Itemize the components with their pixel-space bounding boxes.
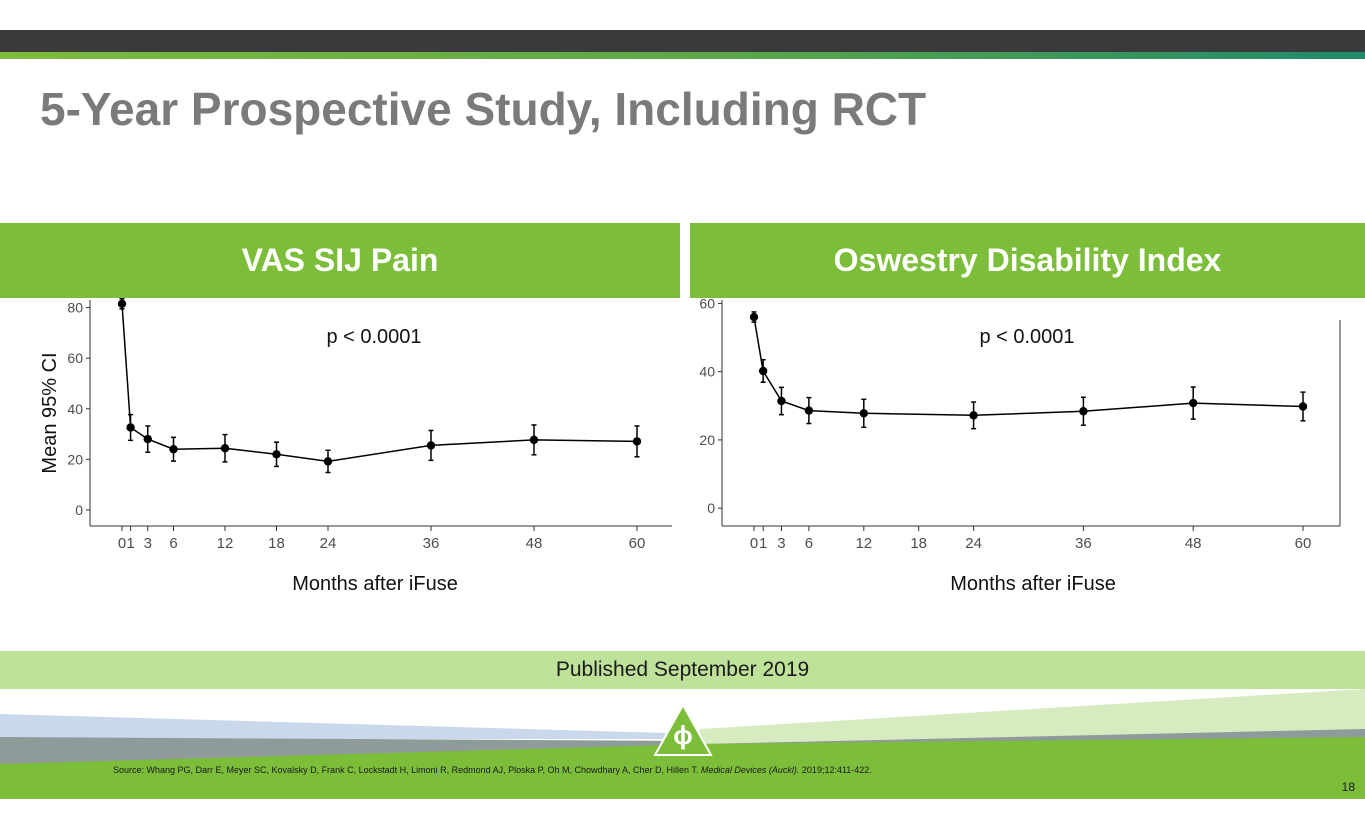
vas-y-tick-label: 60 [67, 350, 83, 366]
odi-panel-title: Oswestry Disability Index [833, 242, 1222, 278]
odi-data-point [1189, 398, 1198, 408]
footer-graphic [0, 689, 1365, 799]
odi-data-point [859, 409, 868, 418]
odi-x-tick-label: 36 [1075, 535, 1092, 552]
odi-x-tick-label: 3 [777, 535, 785, 552]
vas-data-point [169, 445, 178, 454]
odi-x-tick-label: 18 [910, 535, 927, 552]
odi-data-point [969, 411, 978, 420]
vas-data-point [272, 450, 281, 459]
odi-data-point [777, 396, 786, 406]
vas-x-tick-label: 24 [320, 535, 337, 552]
vas-x-tick-label: 18 [268, 535, 285, 552]
source-citation: Source: Whang PG, Darr E, Meyer SC, Kova… [113, 765, 872, 775]
vas-x-tick-label: 60 [629, 535, 646, 552]
odi-x-tick-label: 1 [759, 535, 767, 552]
footer-logo-triangle [653, 702, 713, 756]
odi-data-point [1079, 407, 1088, 416]
odi-panel-header: Oswestry Disability Index [690, 223, 1365, 298]
vas-annotation: p < 0.0001 [326, 326, 421, 348]
vas-data-point [220, 444, 230, 453]
vas-series [117, 297, 642, 474]
published-text: Published September 2019 [555, 658, 810, 681]
vas-data-point [632, 437, 642, 446]
odi-x-tick-label: 6 [805, 535, 813, 552]
odi-x-label: Months after iFuse [950, 573, 1116, 595]
vas-x-tick-label: 0 [118, 535, 126, 552]
footer-green-base [0, 737, 1365, 799]
slide-title: 5-Year Prospective Study, Including RCT [40, 83, 927, 135]
odi-x-tick-label: 60 [1295, 535, 1312, 552]
vas-data-point [323, 457, 333, 466]
odi-y-axis: 0 20 40 60 [699, 295, 723, 526]
odi-x-tick-label: 24 [965, 535, 982, 552]
vas-x-axis: 0 1 3 6 12 18 24 36 48 60 [90, 525, 672, 552]
vas-x-tick-label: 36 [423, 535, 440, 552]
odi-data-point [1298, 402, 1308, 411]
published-band: Published September 2019 [0, 651, 1365, 689]
odi-y-tick-label: 20 [699, 432, 715, 448]
slide-number: 18 [1341, 780, 1355, 794]
source-volume: 2019;12:411-422. [799, 765, 872, 775]
odi-data-point [804, 406, 814, 415]
odi-data-point [749, 312, 759, 322]
vas-x-tick-label: 48 [526, 535, 543, 552]
odi-y-tick-label: 60 [699, 295, 715, 311]
source-journal: Medical Devices (Auckl). [700, 765, 800, 775]
si-bone-logo-icon: ϕ [673, 720, 693, 750]
vas-x-tick-label: 6 [169, 535, 177, 552]
vas-data-point [143, 434, 152, 444]
odi-series [749, 311, 1308, 430]
vas-x-tick-label: 12 [217, 535, 234, 552]
vas-panel-title: VAS SIJ Pain [241, 242, 439, 278]
vas-data-point [117, 299, 127, 308]
vas-x-tick-label: 3 [144, 535, 152, 552]
odi-y-tick-label: 0 [707, 500, 715, 516]
vas-y-tick-label: 40 [67, 401, 83, 417]
odi-data-point [758, 366, 768, 376]
vas-x-tick-label: 1 [126, 535, 134, 552]
vas-y-label: Mean 95% CI [39, 352, 61, 473]
vas-panel-header: VAS SIJ Pain [0, 223, 680, 298]
vas-y-tick-label: 0 [75, 502, 83, 518]
vas-data-point [426, 441, 436, 450]
vas-series-line [121, 303, 638, 463]
odi-x-axis: 0 1 3 6 12 18 24 36 48 60 [722, 525, 1340, 552]
top-green-stripe [0, 52, 1365, 59]
vas-y-tick-label: 80 [67, 300, 83, 316]
source-authors: Source: Whang PG, Darr E, Meyer SC, Kova… [113, 765, 701, 775]
footer-lightgreen-wave [700, 689, 1365, 744]
vas-data-point [529, 435, 539, 445]
vas-y-axis: 0 20 40 60 80 [67, 300, 91, 526]
odi-x-tick-label: 48 [1185, 535, 1202, 552]
odi-y-tick-label: 40 [699, 364, 715, 380]
top-dark-bar [0, 30, 1365, 52]
odi-x-tick-label: 0 [750, 535, 758, 552]
odi-x-tick-label: 12 [855, 535, 872, 552]
vas-data-point [126, 423, 135, 432]
vas-x-label: Months after iFuse [292, 573, 458, 595]
vas-y-tick-label: 20 [67, 451, 83, 467]
odi-annotation: p < 0.0001 [979, 326, 1074, 348]
